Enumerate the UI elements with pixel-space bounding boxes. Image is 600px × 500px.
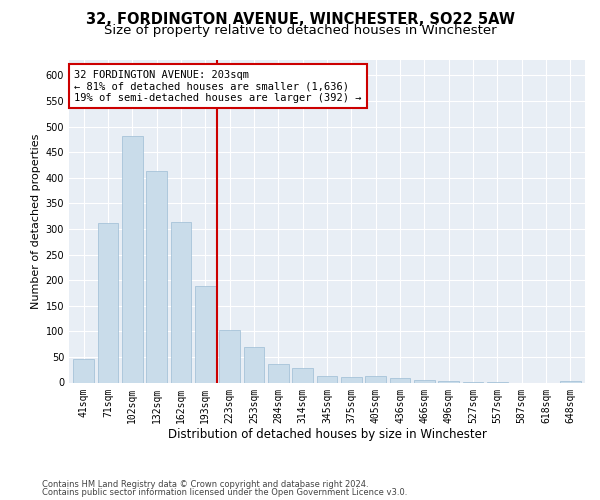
- X-axis label: Distribution of detached houses by size in Winchester: Distribution of detached houses by size …: [167, 428, 487, 441]
- Text: 32 FORDINGTON AVENUE: 203sqm
← 81% of detached houses are smaller (1,636)
19% of: 32 FORDINGTON AVENUE: 203sqm ← 81% of de…: [74, 70, 362, 103]
- Bar: [414, 380, 435, 382]
- Text: Size of property relative to detached houses in Winchester: Size of property relative to detached ho…: [104, 24, 496, 37]
- Bar: [146, 171, 167, 382]
- Bar: [98, 223, 118, 382]
- Text: 32, FORDINGTON AVENUE, WINCHESTER, SO22 5AW: 32, FORDINGTON AVENUE, WINCHESTER, SO22 …: [86, 12, 515, 28]
- Bar: [195, 286, 215, 382]
- Bar: [389, 378, 410, 382]
- Bar: [560, 381, 581, 382]
- Bar: [73, 360, 94, 382]
- Text: Contains public sector information licensed under the Open Government Licence v3: Contains public sector information licen…: [42, 488, 407, 497]
- Y-axis label: Number of detached properties: Number of detached properties: [31, 134, 41, 309]
- Bar: [219, 330, 240, 382]
- Bar: [341, 377, 362, 382]
- Bar: [244, 346, 265, 382]
- Bar: [268, 364, 289, 382]
- Bar: [317, 376, 337, 382]
- Bar: [170, 222, 191, 382]
- Bar: [439, 381, 459, 382]
- Text: Contains HM Land Registry data © Crown copyright and database right 2024.: Contains HM Land Registry data © Crown c…: [42, 480, 368, 489]
- Bar: [365, 376, 386, 382]
- Bar: [122, 136, 143, 382]
- Bar: [292, 368, 313, 382]
